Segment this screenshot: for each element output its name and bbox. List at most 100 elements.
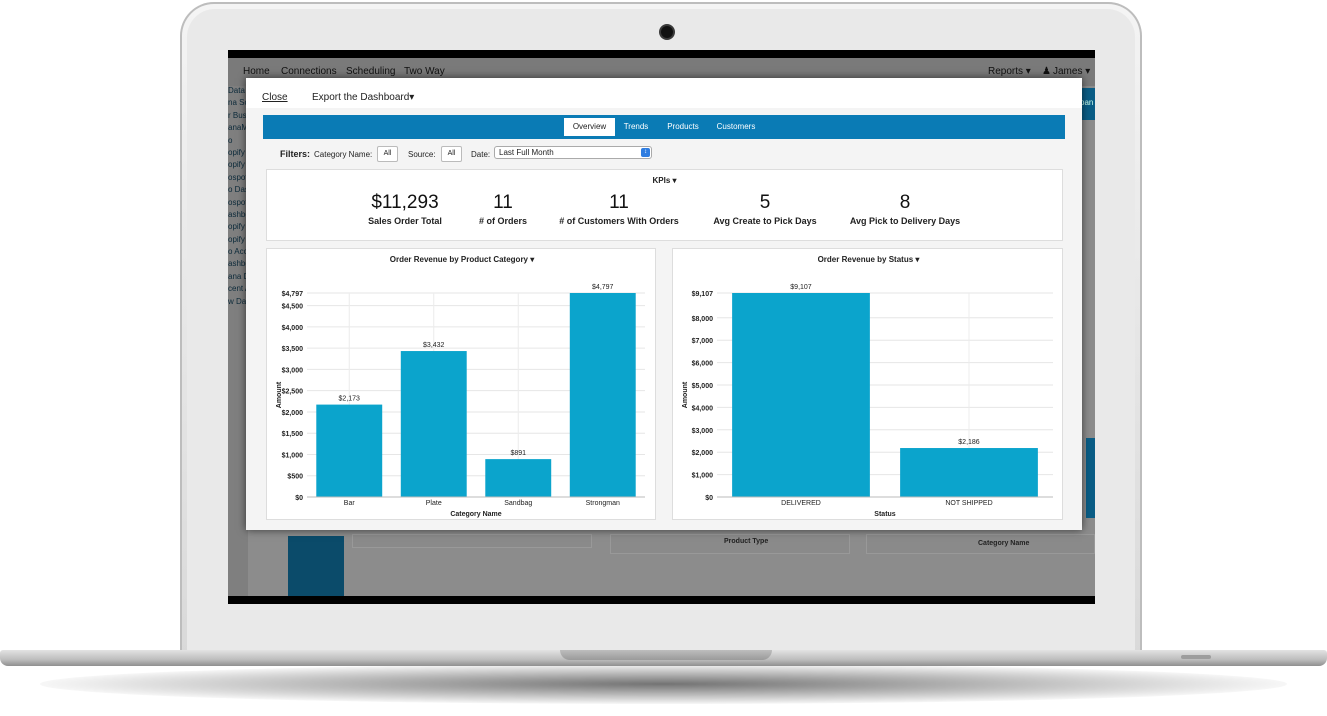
nav-scheduling[interactable]: Scheduling (346, 66, 396, 77)
user-icon: ♟ (1042, 66, 1051, 77)
kpi-orders: 11 # of Orders (458, 192, 548, 226)
date-filter-label: Date: (471, 150, 491, 159)
bar (900, 448, 1038, 497)
kpi-label: # of Customers With Orders (559, 216, 679, 226)
background-blue-bar (1086, 438, 1095, 518)
tab-overview[interactable]: Overview (564, 118, 615, 136)
bar (316, 404, 383, 497)
background-sidebar-item[interactable]: ana D (228, 271, 248, 281)
background-sidebar-item[interactable]: opify (228, 222, 245, 232)
kpi-avg-create-to-pick: 5 Avg Create to Pick Days (705, 192, 825, 226)
select-arrows-icon: ↕ (641, 148, 650, 157)
background-sidebar-item[interactable]: ospot (228, 197, 248, 207)
background-sidebar-item[interactable]: opify (228, 160, 245, 170)
nav-two-way[interactable]: Two Way (404, 66, 445, 77)
y-tick-label: $9,107 (692, 291, 714, 298)
kpi-label: # of Orders (478, 216, 527, 226)
background-sidebar-item[interactable]: o Das (228, 185, 248, 195)
y-tick-label: $2,000 (282, 410, 304, 417)
chart-revenue-by-status-svg: Order Revenue by Status ▾ $0 $1,000 $2,000 $… (682, 255, 1053, 518)
kpi-value: 11 (493, 192, 513, 213)
y-tick-label: $3,500 (282, 346, 304, 353)
nav-connections[interactable]: Connections (281, 66, 337, 77)
chart-revenue-by-status: Order Revenue by Status ▾ $0 $1,000 $2,000 $… (672, 248, 1063, 520)
x-axis-label: Status (874, 511, 896, 518)
y-tick-label: $7,000 (692, 338, 714, 345)
nav-user[interactable]: James ▾ (1053, 66, 1091, 77)
filters-title: Filters: (280, 149, 311, 159)
background-blue-block (288, 536, 344, 596)
kpi-customers-with-orders: 11 # of Customers With Orders (549, 192, 689, 226)
nav-reports[interactable]: Reports ▾ (988, 66, 1031, 77)
background-sidebar-item[interactable]: ashbo (228, 259, 248, 269)
chart-title: Order Revenue by Product Category ▾ (390, 255, 535, 264)
kpi-sales-order-total: $11,293 Sales Order Total (349, 192, 461, 226)
background-panel (610, 534, 850, 554)
y-tick-label: $3,000 (692, 428, 714, 435)
chart-revenue-by-category-svg: Order Revenue by Product Category ▾ $0 $50… (276, 255, 645, 518)
chart-revenue-by-category: Order Revenue by Product Category ▾ $0 $50… (266, 248, 656, 520)
tab-products[interactable]: Products (667, 122, 699, 131)
bar (485, 459, 552, 497)
y-tick-label: $4,000 (282, 325, 304, 332)
kpis-title[interactable]: KPIs ▾ (652, 176, 677, 185)
y-tick-label: $500 (287, 474, 303, 481)
background-sidebar: Data na Sou r Bus anaM o opify opify ospot o Das… (228, 86, 248, 596)
date-filter-value: Last Full Month (499, 148, 554, 157)
y-tick-label: $3,000 (282, 367, 304, 374)
background-sidebar-item[interactable]: anaM (228, 123, 248, 133)
background-sidebar-item[interactable]: opify (228, 147, 245, 157)
bar (732, 293, 870, 497)
background-panel (866, 534, 1095, 554)
background-sidebar-item[interactable]: ashbo (228, 209, 248, 219)
bar (569, 293, 636, 497)
background-xlabel-product-type: Product Type (724, 538, 769, 545)
source-filter[interactable]: All (441, 146, 462, 162)
y-tick-label: $2,500 (282, 389, 304, 396)
background-sidebar-item[interactable]: o (228, 135, 233, 145)
data-label: $9,107 (790, 284, 812, 291)
background-panel (352, 534, 592, 548)
kpi-value: $11,293 (371, 192, 439, 213)
laptop-screen: Home Connections Scheduling Two Way Repo… (228, 50, 1095, 604)
background-xlabel-category-name: Category Name (978, 540, 1030, 547)
background-sidebar-item[interactable]: opify (228, 234, 245, 244)
y-axis-label: Amount (682, 381, 689, 408)
close-link[interactable]: Close (262, 92, 288, 103)
laptop-shadow (40, 664, 1287, 704)
tab-customers[interactable]: Customers (716, 122, 756, 131)
background-sidebar-item[interactable]: o Acc (228, 247, 248, 257)
webcam-icon (661, 26, 673, 38)
x-tick-label: Bar (344, 500, 356, 507)
source-filter-label: Source: (408, 150, 436, 159)
data-label: $4,797 (592, 284, 614, 291)
background-sidebar-item[interactable]: na Sou (228, 98, 248, 108)
data-label: $2,186 (958, 439, 980, 446)
modal-header: Close Export the Dashboard▾ (246, 78, 1082, 108)
background-sidebar-item[interactable]: r Bus (228, 110, 247, 120)
y-tick-label: $0 (705, 495, 713, 502)
tab-trends[interactable]: Trends (623, 122, 649, 131)
y-tick-label: $4,500 (282, 304, 304, 311)
y-tick-label: $5,000 (692, 383, 714, 390)
y-tick-label: $0 (295, 495, 303, 502)
y-tick-label: $4,000 (692, 405, 714, 412)
background-sidebar-item[interactable]: w Da (228, 296, 247, 306)
background-sidebar-item[interactable]: cent A (228, 284, 248, 294)
data-label: $2,173 (339, 396, 361, 403)
kpi-value: 5 (759, 192, 771, 213)
background-sidebar-item[interactable]: Data (228, 86, 245, 95)
laptop-notch (560, 650, 772, 660)
kpi-avg-pick-to-delivery: 8 Avg Pick to Delivery Days (841, 192, 969, 226)
dashboard-tabs: Overview Trends Products Customers (263, 115, 1065, 139)
dashboard-modal: Close Export the Dashboard▾ Overview Tre… (246, 78, 1082, 530)
bar (400, 351, 467, 497)
kpi-value: 8 (899, 192, 911, 213)
category-filter[interactable]: All (377, 146, 398, 162)
date-filter-select[interactable]: Last Full Month ↕ (494, 146, 652, 159)
nav-home[interactable]: Home (243, 66, 270, 77)
export-dashboard-menu[interactable]: Export the Dashboard▾ (312, 92, 415, 103)
background-sidebar-item[interactable]: ospot (228, 172, 248, 182)
chart-title: Order Revenue by Status ▾ (818, 255, 921, 264)
y-tick-label: $8,000 (692, 316, 714, 323)
